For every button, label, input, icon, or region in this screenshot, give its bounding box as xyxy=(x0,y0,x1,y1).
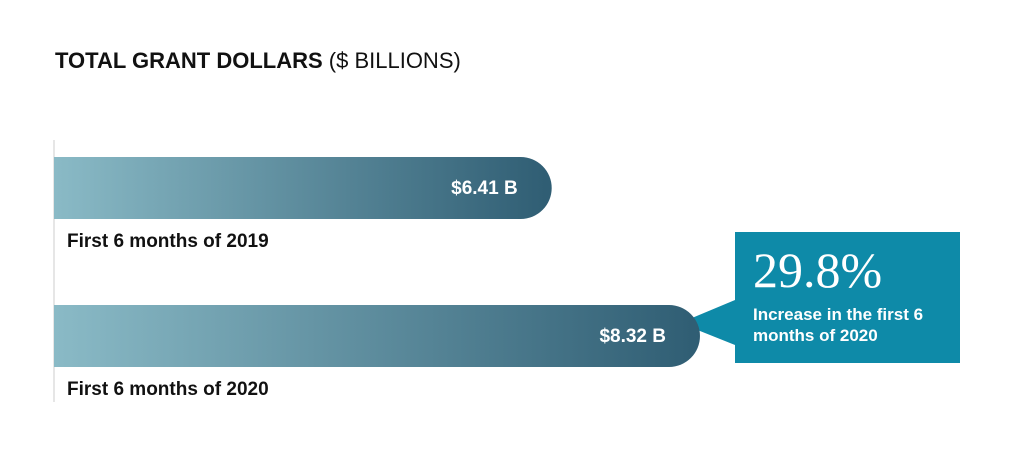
unit: ($ BILLIONS) xyxy=(329,48,461,73)
value-label: $6.41 B xyxy=(451,178,518,199)
callout-pointer xyxy=(680,300,735,345)
chart-title: TOTAL GRANT DOLLARS ($ BILLIONS) xyxy=(55,48,461,73)
category-label: First 6 months of 2020 xyxy=(67,379,269,400)
callout-value: 29.8% xyxy=(753,242,883,298)
title: TOTAL GRANT DOLLARS xyxy=(55,48,323,73)
bar xyxy=(54,305,700,367)
bar xyxy=(54,157,552,219)
callout-text: Increase in the first 6 months of 2020 xyxy=(753,305,924,345)
category-label: First 6 months of 2019 xyxy=(67,231,269,252)
value-label: $8.32 B xyxy=(599,326,666,347)
callout: 29.8% Increase in the first 6 months of … xyxy=(735,232,960,363)
